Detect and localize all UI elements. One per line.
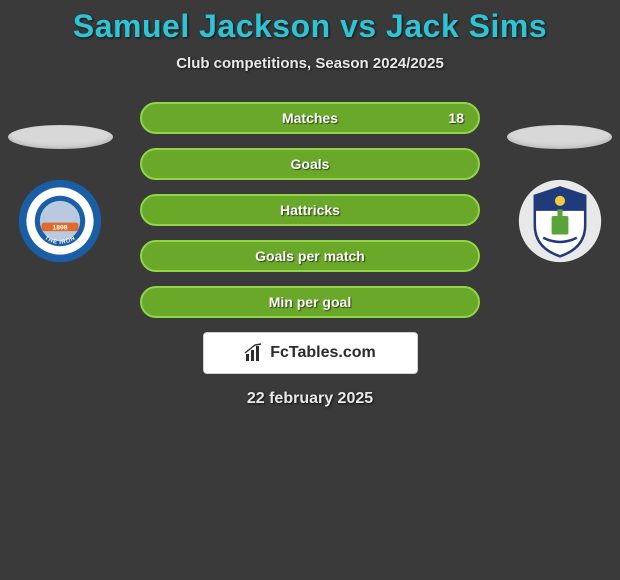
date-label: 22 february 2025 <box>0 390 620 408</box>
stat-label: Hattricks <box>280 202 340 218</box>
stat-label: Goals <box>291 156 330 172</box>
stat-label: Matches <box>282 110 338 126</box>
page-title: Samuel Jackson vs Jack Sims <box>0 0 620 45</box>
brand-label: FcTables.com <box>270 344 376 362</box>
stat-value-right: 18 <box>448 110 464 126</box>
stat-row-goals-per-match: Goals per match <box>140 240 480 272</box>
stats-list: Matches 18 Goals Hattricks Goals per mat… <box>140 102 480 318</box>
club-badge-left: 1898 BRAINTREE TOWN THE IRON <box>18 179 102 263</box>
player-left-ellipse <box>8 125 113 149</box>
stat-label: Goals per match <box>255 248 365 264</box>
brand-box[interactable]: FcTables.com <box>203 332 418 374</box>
player-right-ellipse <box>507 125 612 149</box>
stat-row-hattricks: Hattricks <box>140 194 480 226</box>
stat-row-goals: Goals <box>140 148 480 180</box>
stat-row-min-per-goal: Min per goal <box>140 286 480 318</box>
stat-row-matches: Matches 18 <box>140 102 480 134</box>
chart-icon <box>244 343 264 363</box>
badge-left-year: 1898 <box>53 224 68 231</box>
subtitle: Club competitions, Season 2024/2025 <box>0 55 620 72</box>
club-badge-right <box>518 179 602 263</box>
stat-label: Min per goal <box>269 294 351 310</box>
